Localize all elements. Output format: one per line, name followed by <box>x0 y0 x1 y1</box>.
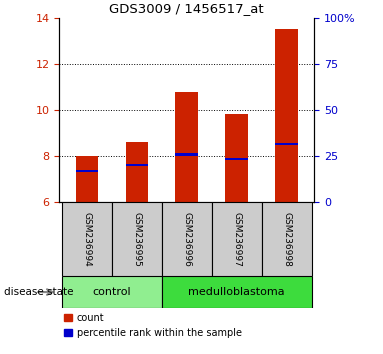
Text: control: control <box>92 287 131 297</box>
Bar <box>162 276 311 308</box>
Bar <box>75 156 98 202</box>
Bar <box>126 164 148 166</box>
Text: GSM236995: GSM236995 <box>132 211 141 267</box>
Bar <box>126 142 148 202</box>
Bar <box>275 143 298 145</box>
Bar <box>226 158 248 160</box>
Bar <box>62 276 162 308</box>
Bar <box>212 202 262 276</box>
Bar <box>162 202 212 276</box>
Bar <box>262 202 311 276</box>
Text: GSM236998: GSM236998 <box>282 211 291 267</box>
Bar <box>75 170 98 172</box>
Bar <box>62 202 112 276</box>
Bar <box>175 154 198 156</box>
Bar <box>275 29 298 202</box>
Text: GSM236996: GSM236996 <box>182 211 191 267</box>
Bar <box>112 202 162 276</box>
Bar <box>175 92 198 202</box>
Text: GSM236994: GSM236994 <box>82 212 91 266</box>
Legend: count, percentile rank within the sample: count, percentile rank within the sample <box>64 313 242 338</box>
Bar <box>226 114 248 202</box>
Title: GDS3009 / 1456517_at: GDS3009 / 1456517_at <box>110 2 264 15</box>
Text: disease state: disease state <box>4 287 73 297</box>
Text: GSM236997: GSM236997 <box>232 211 241 267</box>
Text: medulloblastoma: medulloblastoma <box>188 287 285 297</box>
